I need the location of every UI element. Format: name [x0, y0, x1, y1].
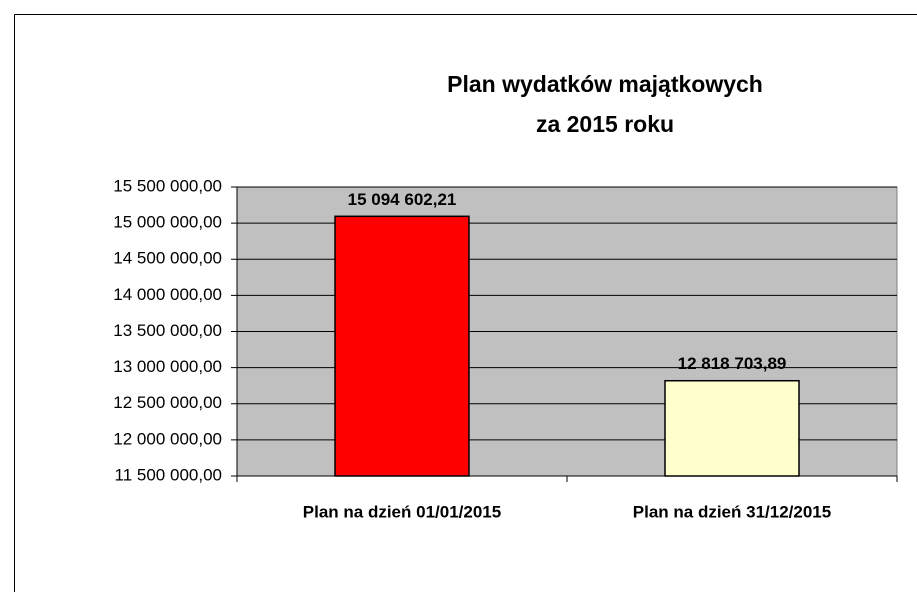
- y-tick-label: 12 500 000,00: [113, 393, 222, 412]
- data-label: 12 818 703,89: [678, 354, 787, 373]
- x-tick-label: Plan na dzień 31/12/2015: [633, 502, 831, 521]
- y-tick-label: 13 500 000,00: [113, 321, 222, 340]
- bar: [334, 215, 470, 477]
- y-tick-label: 11 500 000,00: [115, 465, 222, 484]
- x-tick-label: Plan na dzień 01/01/2015: [303, 502, 501, 521]
- chart-title: za 2015 roku: [536, 111, 674, 137]
- y-tick-label: 15 500 000,00: [113, 176, 222, 195]
- y-tick-label: 15 000 000,00: [113, 213, 222, 232]
- chart-title: Plan wydatków majątkowych: [447, 71, 763, 97]
- data-label: 15 094 602,21: [348, 190, 457, 209]
- y-tick-label: 14 000 000,00: [113, 285, 222, 304]
- y-tick-label: 13 000 000,00: [113, 357, 222, 376]
- bar: [664, 379, 800, 477]
- y-tick-label: 12 000 000,00: [113, 429, 222, 448]
- y-tick-label: 14 500 000,00: [113, 249, 222, 268]
